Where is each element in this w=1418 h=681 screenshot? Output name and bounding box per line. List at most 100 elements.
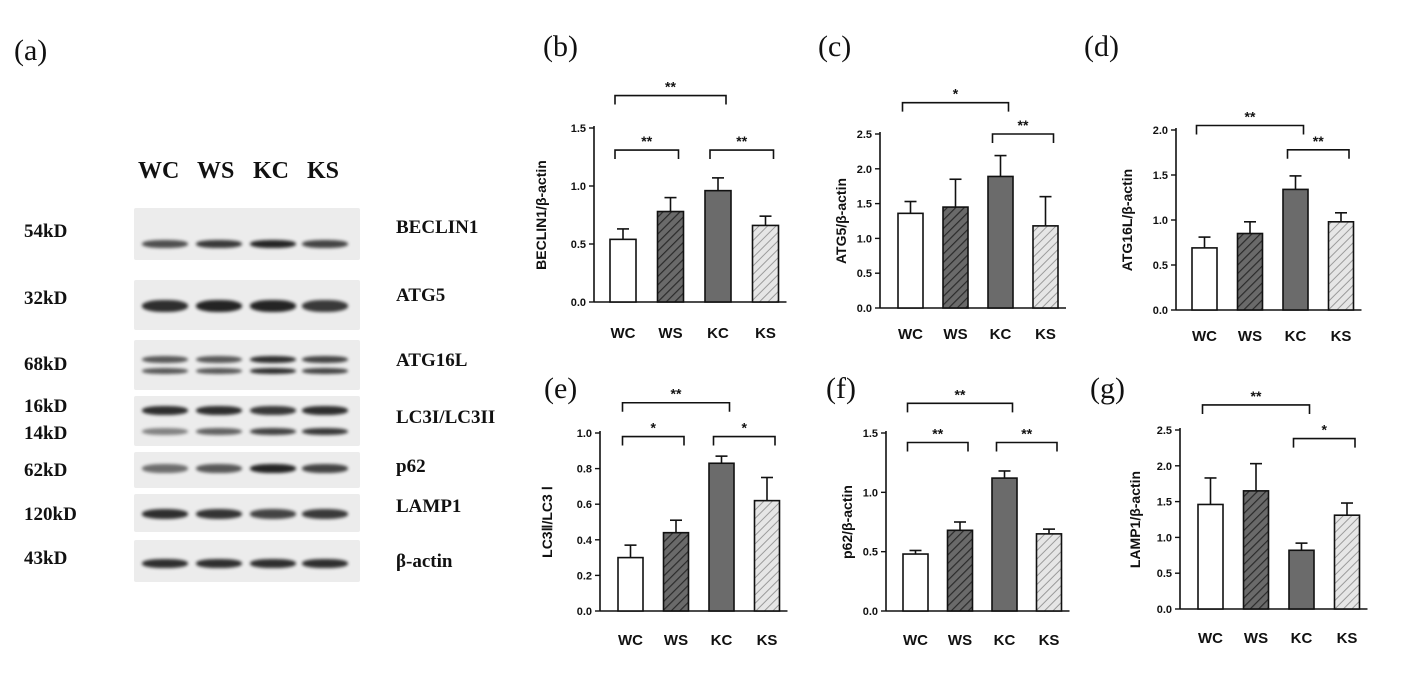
blot-band: [302, 300, 348, 312]
significance-bracket: [621, 435, 685, 446]
bar: [897, 212, 924, 309]
panel-label-g: (g): [1090, 372, 1125, 405]
y-axis-label: LAMP1/β-actin: [1127, 471, 1143, 568]
bar: [1242, 490, 1270, 610]
x-tick-label: KS: [755, 325, 776, 342]
y-tick-label: 0.0: [571, 297, 586, 309]
blot-band: [302, 464, 348, 473]
blot-band: [142, 509, 188, 519]
blot-band: [302, 428, 348, 435]
lane-label-ws: WS: [197, 158, 235, 184]
blot-band: [142, 559, 188, 568]
bar: [1333, 514, 1361, 610]
significance-label: *: [1322, 422, 1328, 438]
blot-strip: [134, 340, 360, 390]
x-tick-label: KC: [990, 326, 1012, 343]
significance-label: *: [953, 86, 959, 102]
blot-band: [196, 559, 242, 568]
significance-label: **: [1313, 133, 1324, 149]
y-tick-label: 1.0: [577, 428, 592, 440]
bar: [708, 462, 735, 612]
bar: [609, 238, 637, 303]
bar: [753, 499, 781, 612]
y-tick-label: 2.0: [1153, 125, 1168, 137]
y-axis-label: ATG16L/β-actin: [1119, 169, 1135, 271]
x-tick-label: WS: [948, 632, 972, 649]
significance-label: **: [955, 386, 966, 402]
bar: [987, 175, 1014, 309]
bar: [946, 529, 974, 612]
x-tick-label: KS: [1331, 328, 1352, 345]
blot-band: [196, 509, 242, 519]
blot-band: [142, 428, 188, 435]
blot-band: [196, 428, 242, 435]
significance-bracket: [995, 441, 1058, 452]
kd-label: 62kD: [24, 460, 68, 481]
protein-label-beclin1: BECLIN1: [396, 217, 479, 238]
bar: [751, 224, 780, 303]
blot-band: [196, 368, 242, 374]
y-tick-label: 2.0: [1157, 461, 1172, 473]
protein-label-lc3: LC3I/LC3II: [396, 407, 496, 428]
significance-label: *: [742, 420, 748, 436]
bar: [902, 553, 929, 612]
x-tick-label: WS: [1238, 328, 1262, 345]
x-tick-label: WS: [658, 325, 682, 342]
significance-label: *: [651, 420, 657, 436]
x-tick-label: WC: [1198, 630, 1223, 647]
significance-bracket: [906, 441, 969, 452]
kd-label: 16kD: [24, 396, 68, 417]
panel-label-f: (f): [826, 372, 856, 405]
blot-band: [142, 464, 188, 473]
y-tick-label: 1.5: [863, 428, 878, 440]
y-tick-label: 0.8: [577, 464, 592, 476]
blot-band: [302, 368, 348, 374]
blot-band: [302, 509, 348, 519]
bar: [1236, 232, 1264, 311]
y-axis-label: LC3Ⅱ/LC3 Ⅰ: [539, 486, 555, 558]
bar: [1035, 533, 1063, 612]
bar: [1197, 503, 1224, 610]
significance-bracket: [906, 402, 1014, 413]
significance-label: **: [932, 425, 943, 441]
y-axis-label: ATG5/β-actin: [833, 178, 849, 264]
significance-bracket: [709, 149, 775, 160]
x-tick-label: WC: [611, 325, 636, 342]
y-tick-label: 0.5: [571, 239, 586, 251]
significance-bracket: [991, 133, 1055, 143]
blot-strip: [134, 208, 360, 260]
y-tick-label: 0.5: [857, 268, 872, 280]
significance-label: **: [1021, 425, 1032, 441]
protein-label-lamp1: LAMP1: [396, 496, 462, 517]
x-tick-label: KC: [1291, 630, 1313, 647]
significance-label: **: [671, 386, 682, 402]
y-tick-label: 0.0: [863, 606, 878, 618]
x-tick-label: KS: [1039, 632, 1060, 649]
kd-label: 68kD: [24, 354, 68, 375]
y-tick-label: 1.5: [571, 123, 586, 135]
x-tick-label: WS: [1244, 630, 1268, 647]
y-tick-label: 1.0: [863, 487, 878, 499]
significance-label: **: [641, 133, 652, 149]
y-tick-label: 1.5: [1153, 170, 1168, 182]
blot-band: [250, 464, 296, 473]
bar: [662, 531, 690, 612]
significance-bracket: [1195, 124, 1305, 135]
bar: [1327, 221, 1355, 311]
blot-band: [142, 406, 188, 415]
x-tick-label: KC: [707, 325, 729, 342]
y-tick-label: 0.0: [1157, 604, 1172, 616]
y-tick-label: 0.5: [1157, 568, 1172, 580]
kd-label: 120kD: [24, 504, 77, 525]
x-tick-label: KC: [1285, 328, 1307, 345]
significance-bracket: [1292, 437, 1356, 448]
bar: [1288, 549, 1315, 610]
blot-band: [302, 356, 348, 363]
blot-band: [302, 559, 348, 568]
blot-band: [302, 406, 348, 415]
x-tick-label: KS: [757, 632, 778, 649]
significance-label: **: [736, 133, 747, 149]
y-tick-label: 2.5: [1157, 425, 1172, 437]
x-tick-label: WC: [618, 632, 643, 649]
